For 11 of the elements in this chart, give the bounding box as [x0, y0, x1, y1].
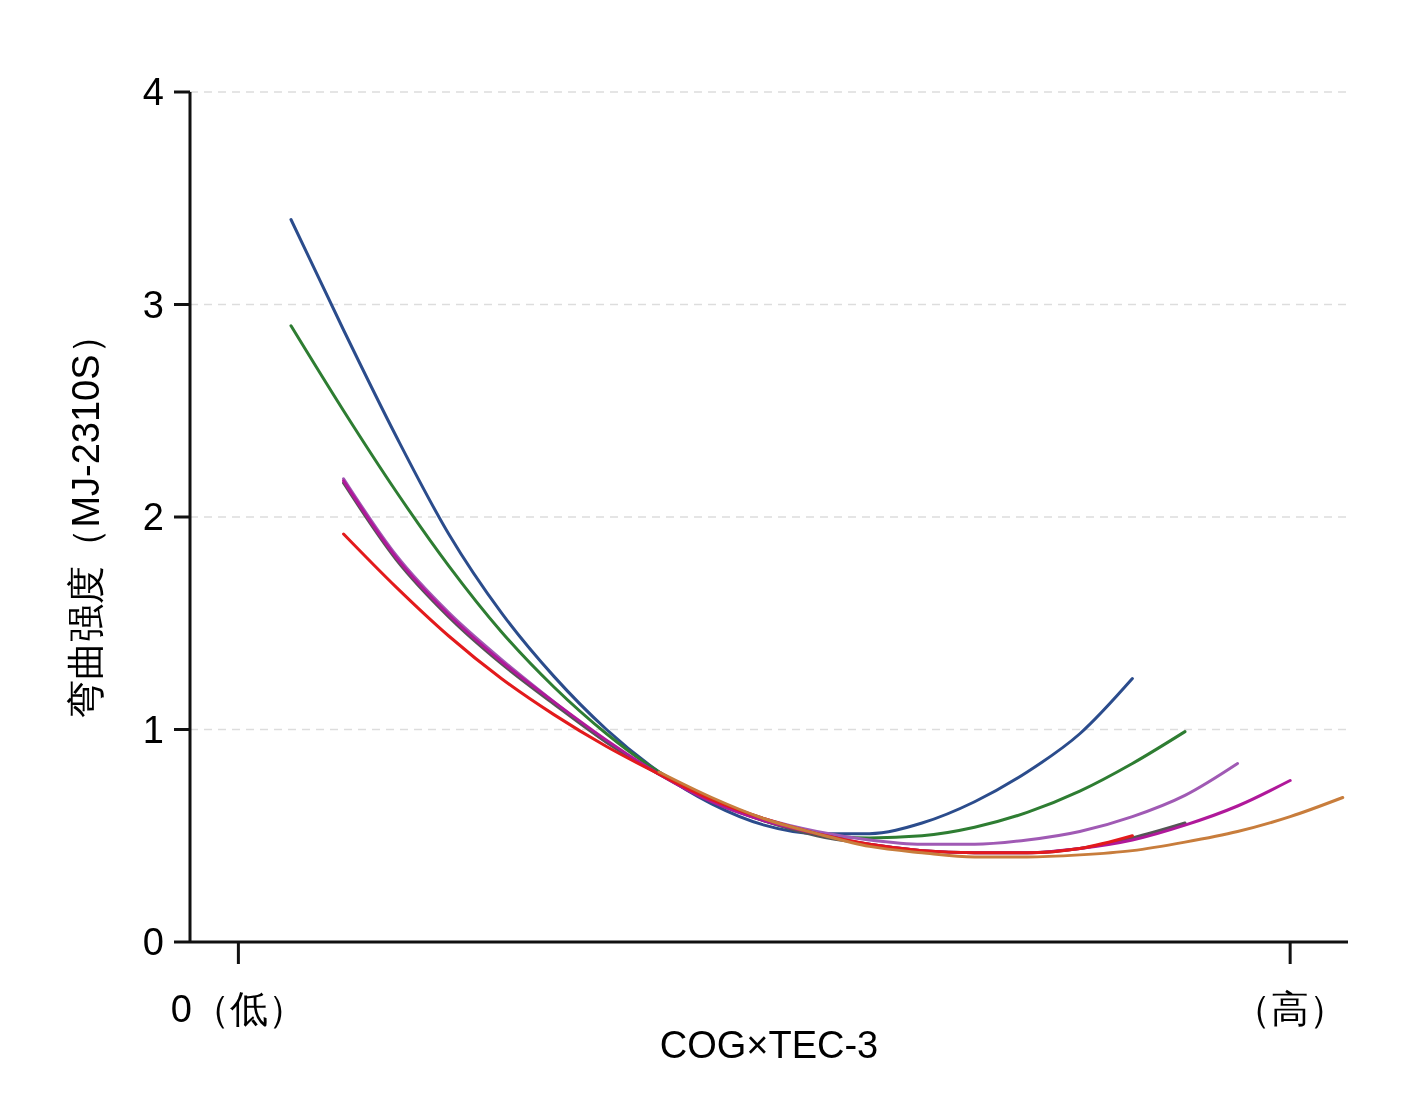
line-series: [289, 218, 1134, 836]
y-tick-label: 1: [142, 708, 164, 751]
y-tick-label: 3: [142, 283, 164, 326]
x-tick-label: （高）: [1233, 988, 1348, 1030]
y-tick-label: 4: [142, 71, 164, 114]
x-axis-title: COG×TEC-3: [659, 1024, 879, 1066]
x-tick-label: 0（低）: [170, 988, 306, 1030]
y-axis-title: 弯曲强度（MJ-2310S）: [65, 316, 108, 718]
y-tick-label: 0: [142, 921, 164, 964]
line-series: [657, 770, 1345, 859]
y-tick-label: 2: [142, 496, 164, 539]
